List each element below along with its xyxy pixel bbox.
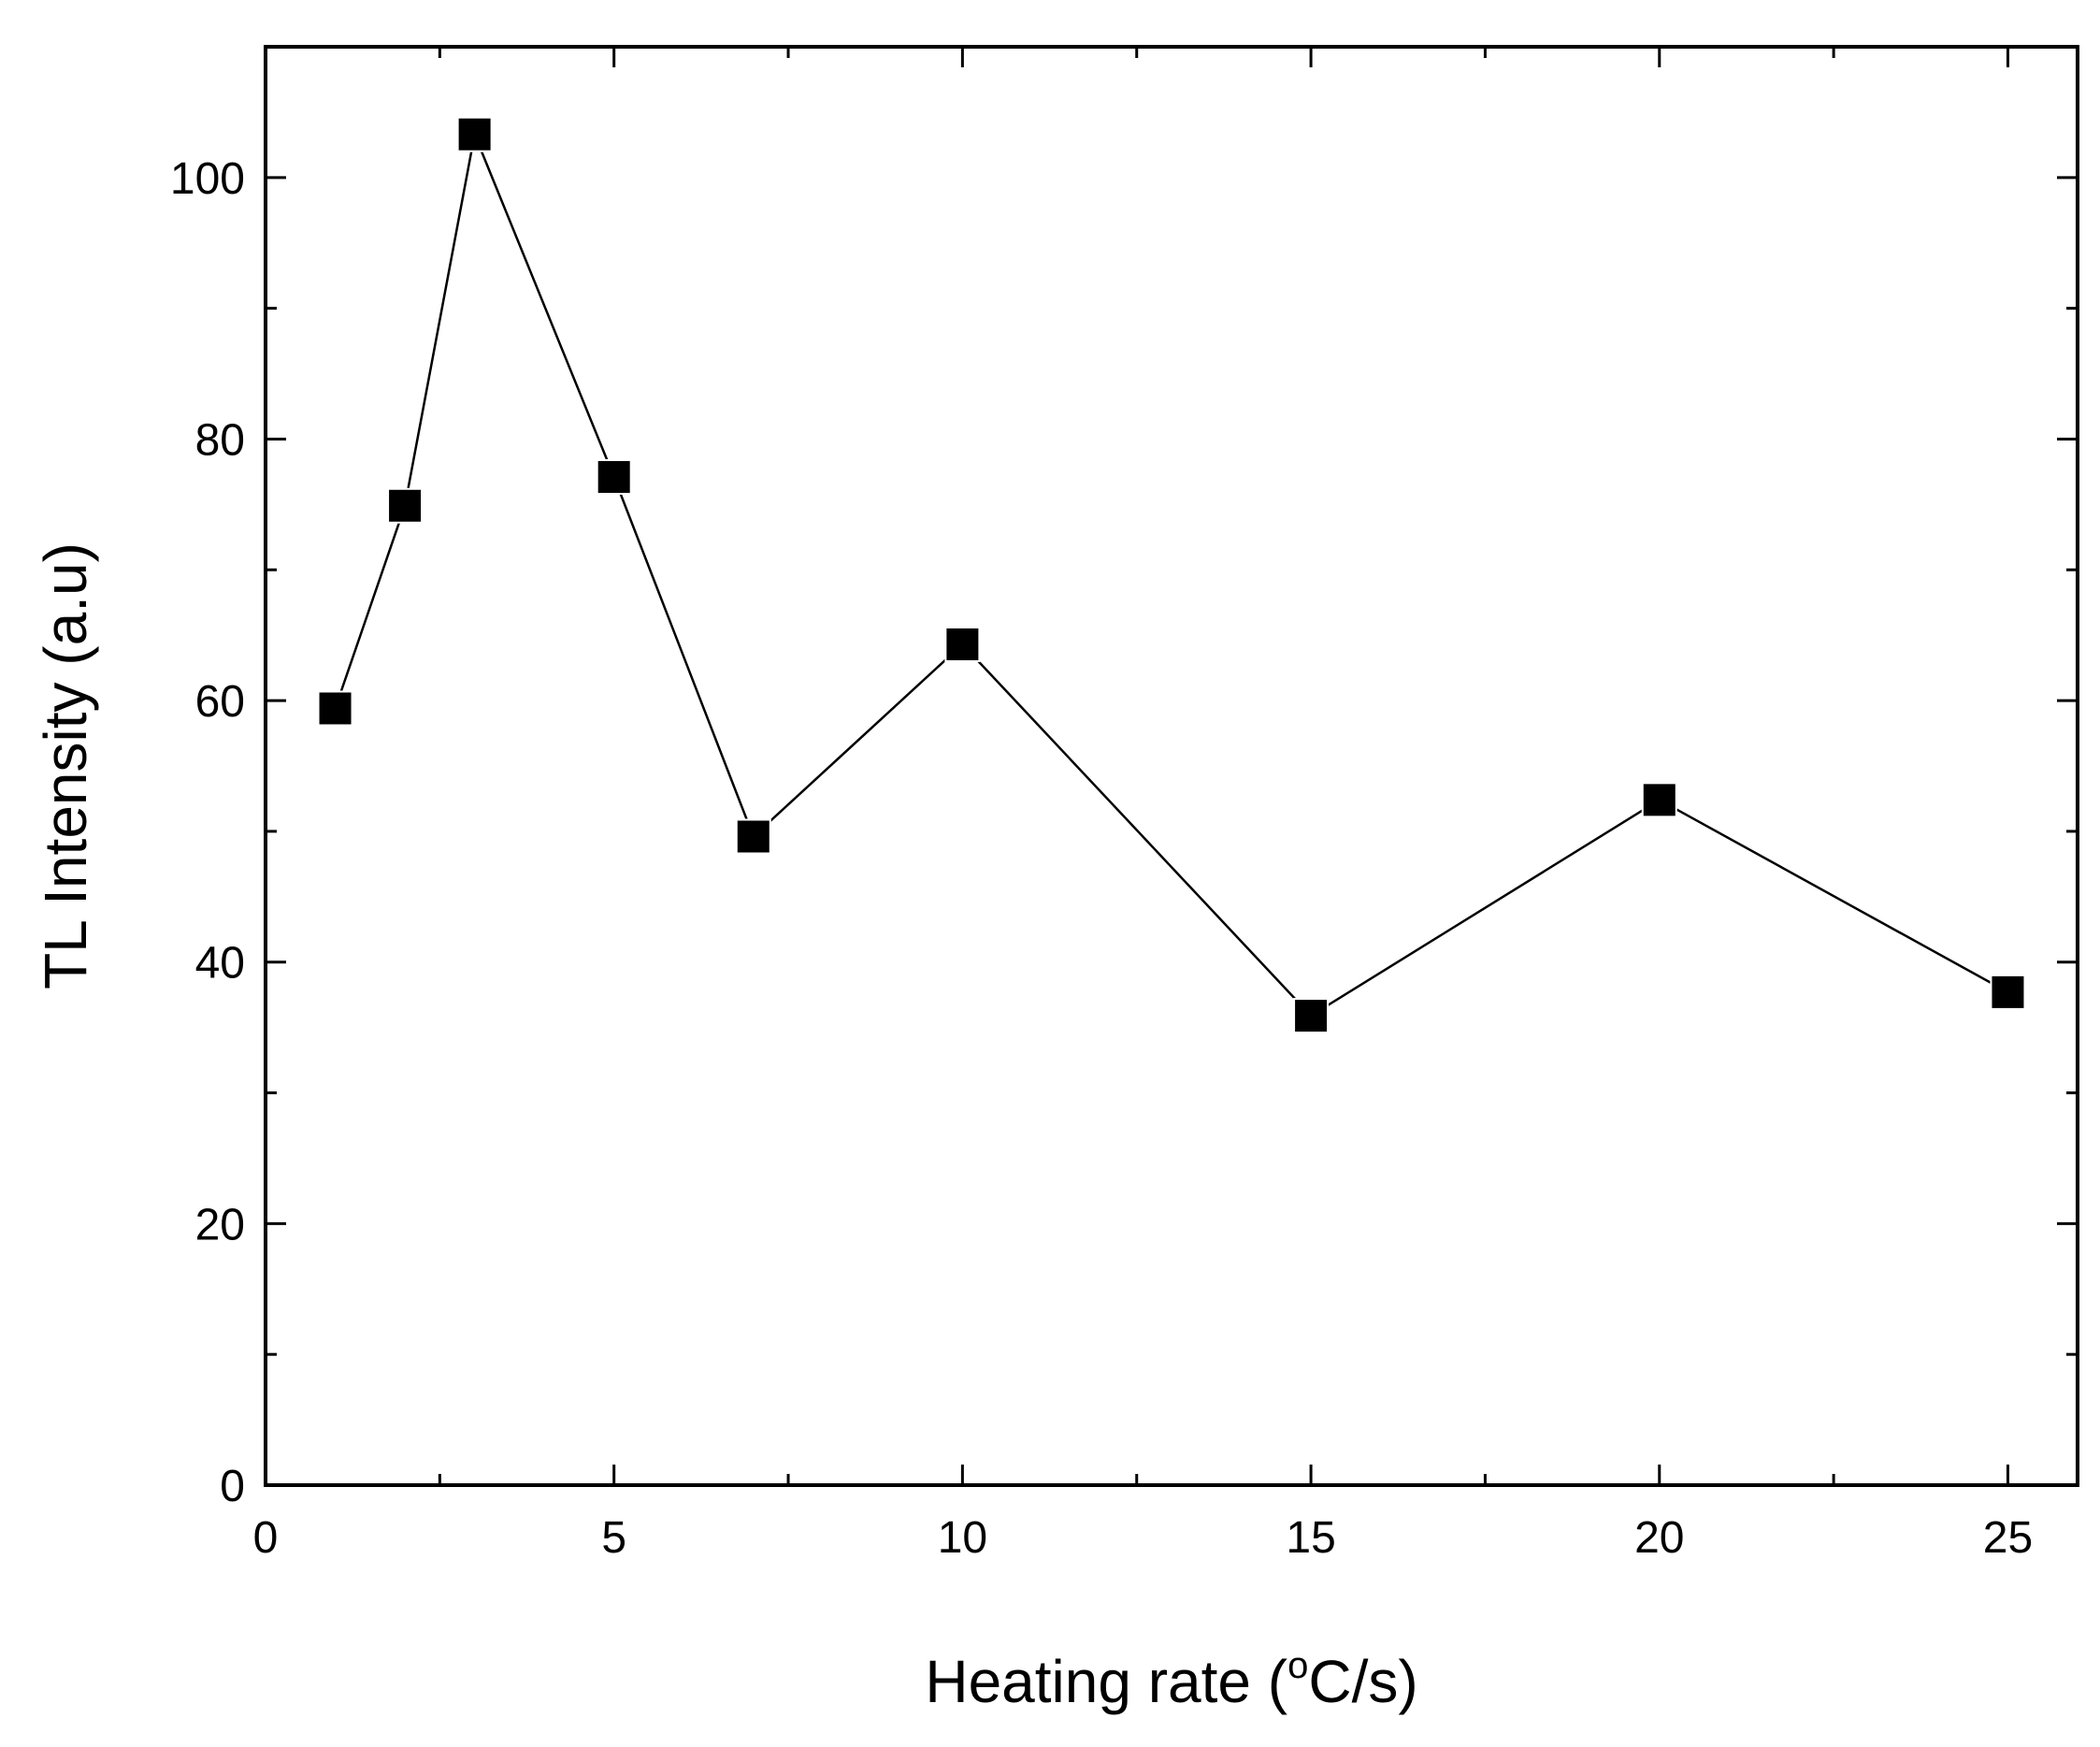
x-tick-label: 15 <box>1286 1513 1335 1563</box>
x-axis-label-degree: o <box>1287 1645 1308 1686</box>
data-markers <box>317 116 2026 1034</box>
axis-ticks <box>264 47 2078 1487</box>
x-axis-label-main: Heating rate ( <box>925 1648 1287 1715</box>
y-tick-label: 100 <box>170 154 245 204</box>
data-point-marker <box>456 116 493 152</box>
data-point-marker <box>1293 998 1330 1034</box>
data-point-marker <box>1641 782 1677 818</box>
y-tick-label: 80 <box>195 415 245 465</box>
x-axis-label: Heating rate (oC/s) <box>925 1645 1417 1715</box>
data-point-marker <box>317 690 353 727</box>
plot-frame <box>264 45 2079 1487</box>
x-axis-label-suffix: C/s) <box>1308 1648 1417 1715</box>
y-axis-label: TL Intensity (a.u) <box>32 542 99 989</box>
tick-labels: 0 5 10 15 20 25 0 20 40 60 80 100 <box>170 154 2033 1563</box>
data-point-marker <box>596 459 632 496</box>
y-tick-label: 40 <box>195 939 245 989</box>
x-tick-label: 0 <box>253 1513 279 1563</box>
data-point-marker <box>1990 974 2026 1010</box>
x-tick-label: 20 <box>1634 1513 1684 1563</box>
y-tick-label: 0 <box>220 1462 245 1511</box>
data-point-marker <box>735 818 771 855</box>
data-point-marker <box>387 487 424 524</box>
x-tick-label: 25 <box>1983 1513 2033 1563</box>
x-tick-label: 10 <box>938 1513 987 1563</box>
x-tick-label: 5 <box>601 1513 626 1563</box>
y-tick-label: 20 <box>195 1200 245 1249</box>
data-point-marker <box>944 626 981 662</box>
y-tick-label: 60 <box>195 677 245 727</box>
